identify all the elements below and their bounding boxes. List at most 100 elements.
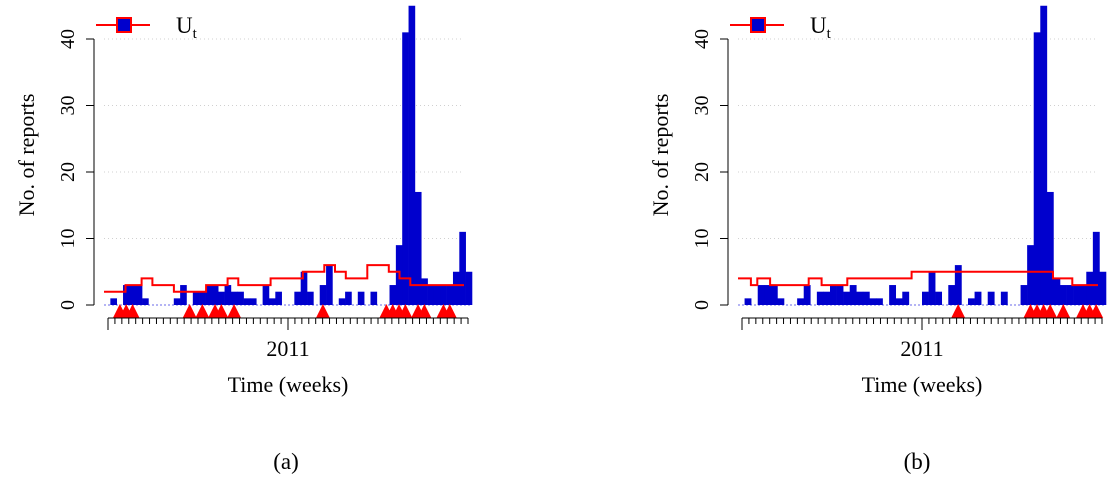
count-bar [440, 285, 447, 305]
y-tick-label: 10 [691, 229, 713, 249]
count-bar [237, 291, 244, 305]
count-bar [218, 291, 225, 305]
count-bar [856, 291, 864, 305]
count-bar [948, 285, 956, 305]
x-axis-label: Time (weeks) [228, 372, 349, 397]
alarm-marker [315, 304, 330, 318]
count-bar [230, 291, 238, 305]
count-bar [869, 298, 877, 305]
caption-a: (a) [273, 449, 299, 474]
legend-label: Ut [176, 13, 198, 42]
count-bar [402, 32, 409, 305]
count-bar [268, 298, 276, 305]
count-bar [142, 298, 149, 305]
x-tick-label: 2011 [266, 336, 309, 361]
count-bar [199, 291, 206, 305]
count-bar [319, 285, 327, 305]
count-bar [389, 285, 397, 305]
chart-panel-b: 0 10 20 30 40 No. of reports 2011 Time (weeks) U… [648, 5, 1107, 397]
y-tick-label: 30 [57, 96, 79, 116]
chart-panel-a: 0 10 20 30 40 No. of reports 2011 Time (weeks) U… [14, 5, 473, 397]
count-bar [797, 298, 805, 305]
count-bar [205, 285, 213, 305]
x-axis-label: Time (weeks) [862, 372, 983, 397]
count-bar [465, 271, 473, 305]
count-bar [1040, 5, 1048, 305]
count-bar [744, 298, 752, 305]
count-bar [816, 291, 824, 305]
count-bar [262, 285, 270, 305]
count-bar [1060, 285, 1067, 305]
count-bar [123, 285, 130, 305]
count-bar [110, 298, 117, 305]
count-bar [1086, 271, 1094, 305]
alarm-marker [417, 304, 432, 318]
count-bar [843, 291, 851, 305]
count-bar [326, 265, 333, 305]
count-bar [357, 291, 365, 305]
count-bar [830, 285, 837, 305]
legend-swatch [116, 17, 132, 33]
y-tick-label: 30 [691, 96, 713, 116]
count-bar [1027, 245, 1035, 305]
count-bar [307, 291, 314, 305]
y-tick-label: 20 [691, 162, 713, 182]
y-tick-label: 40 [57, 29, 79, 49]
count-bar [1020, 285, 1028, 305]
count-bar [275, 291, 282, 305]
count-bar [764, 285, 772, 305]
count-bar [192, 291, 200, 305]
y-tick-label: 0 [691, 300, 713, 310]
count-bar [1073, 285, 1081, 305]
legend-swatch [750, 17, 766, 33]
y-axis-label: No. of reports [14, 94, 39, 217]
count-bar [935, 291, 943, 305]
count-bar [770, 285, 778, 305]
alarm-marker [227, 304, 242, 318]
count-bar [928, 271, 936, 305]
alarm-marker [398, 304, 413, 318]
y-tick-label: 0 [57, 300, 79, 310]
count-bar [459, 231, 466, 305]
count-bar [954, 265, 962, 305]
alarm-marker [951, 304, 966, 318]
count-bar [211, 285, 219, 305]
y-axis-label: No. of reports [648, 94, 673, 217]
count-bar [408, 5, 416, 305]
legend-subscript: t [193, 26, 198, 42]
count-bar [414, 191, 422, 305]
count-bar [427, 285, 435, 305]
count-bar [849, 285, 857, 305]
count-bar [446, 285, 454, 305]
count-bar [1099, 271, 1107, 305]
count-bar [987, 291, 995, 305]
x-tick-label: 2011 [900, 336, 943, 361]
count-bar [129, 285, 137, 305]
legend-label: Ut [810, 13, 832, 42]
count-bar [433, 285, 441, 305]
count-bar [968, 298, 975, 305]
y-tick-label: 40 [691, 29, 713, 49]
count-bar [1053, 278, 1061, 305]
count-bar [902, 291, 910, 305]
legend-name: U [810, 13, 827, 38]
count-bar [300, 271, 308, 305]
alarm-marker [195, 304, 210, 318]
count-bar [922, 291, 929, 305]
count-bar [1079, 285, 1087, 305]
y-tick-label: 10 [57, 229, 79, 249]
y-tick-label: 20 [57, 162, 79, 182]
alarm-marker [214, 304, 229, 318]
alarm-marker [125, 304, 140, 318]
count-bar [1000, 291, 1008, 305]
count-bar [345, 291, 352, 305]
count-bar [338, 298, 346, 305]
count-bar [836, 285, 844, 305]
count-bar [862, 291, 870, 305]
count-bar [294, 291, 301, 305]
alarm-marker [1089, 304, 1104, 318]
count-bar [876, 298, 883, 305]
threshold-line [104, 264, 464, 293]
count-bar [777, 298, 785, 305]
count-bar [1066, 285, 1074, 305]
